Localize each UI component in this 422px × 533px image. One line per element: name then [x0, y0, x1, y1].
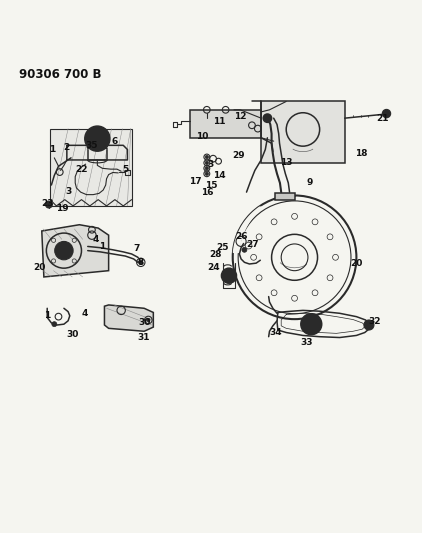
Circle shape — [263, 114, 272, 123]
Text: 1: 1 — [49, 145, 55, 154]
Text: 10: 10 — [196, 133, 208, 141]
Text: 16: 16 — [200, 188, 213, 197]
Polygon shape — [261, 101, 345, 163]
Text: 4: 4 — [81, 309, 88, 318]
Circle shape — [306, 318, 317, 330]
Text: 15: 15 — [205, 181, 217, 190]
Text: 9: 9 — [306, 179, 312, 188]
Text: 17: 17 — [189, 177, 201, 186]
Text: 20: 20 — [33, 263, 46, 272]
Circle shape — [89, 130, 106, 147]
Text: 34: 34 — [270, 328, 282, 337]
Circle shape — [222, 268, 236, 283]
Circle shape — [139, 260, 143, 264]
Text: 25: 25 — [216, 243, 229, 252]
Polygon shape — [50, 128, 132, 206]
Text: 6: 6 — [112, 136, 118, 146]
Polygon shape — [42, 225, 108, 277]
Text: 30: 30 — [138, 318, 150, 327]
Text: 20: 20 — [350, 259, 362, 268]
Text: 27: 27 — [246, 240, 259, 249]
Text: 2: 2 — [64, 143, 70, 152]
Text: 21: 21 — [376, 114, 389, 123]
Circle shape — [46, 201, 52, 208]
Polygon shape — [190, 110, 261, 138]
Text: 3: 3 — [207, 159, 213, 168]
Text: 19: 19 — [57, 204, 69, 213]
Text: 33: 33 — [301, 338, 314, 347]
Circle shape — [55, 241, 73, 260]
Text: 35: 35 — [86, 141, 98, 150]
Circle shape — [382, 109, 391, 118]
Text: 8: 8 — [138, 258, 144, 267]
Circle shape — [205, 161, 208, 165]
Circle shape — [85, 126, 110, 151]
Text: 7: 7 — [133, 245, 140, 254]
Text: 3: 3 — [66, 187, 72, 196]
Circle shape — [226, 272, 232, 279]
Text: 90306 700 B: 90306 700 B — [19, 68, 101, 81]
Text: 18: 18 — [355, 149, 368, 158]
Circle shape — [242, 247, 247, 252]
Text: 30: 30 — [66, 330, 78, 338]
Text: 22: 22 — [75, 165, 88, 174]
Circle shape — [205, 167, 208, 170]
Text: 31: 31 — [137, 333, 149, 342]
Text: 12: 12 — [234, 111, 246, 120]
Text: 13: 13 — [280, 158, 292, 167]
Text: 28: 28 — [209, 251, 222, 259]
Text: 5: 5 — [122, 165, 128, 174]
Circle shape — [205, 155, 208, 159]
Circle shape — [205, 172, 208, 175]
Text: 4: 4 — [93, 235, 99, 244]
Text: 26: 26 — [235, 232, 247, 241]
Text: 1: 1 — [99, 242, 106, 251]
Text: 11: 11 — [213, 117, 226, 126]
Circle shape — [52, 321, 57, 327]
Text: 14: 14 — [213, 171, 226, 180]
Text: 29: 29 — [232, 151, 244, 160]
Text: 24: 24 — [207, 263, 219, 272]
Text: 1: 1 — [44, 311, 50, 320]
Polygon shape — [274, 193, 295, 200]
Text: 23: 23 — [41, 199, 54, 208]
Circle shape — [364, 320, 374, 330]
Circle shape — [147, 318, 150, 321]
Text: 32: 32 — [368, 317, 381, 326]
Circle shape — [301, 314, 322, 335]
Polygon shape — [105, 305, 153, 332]
